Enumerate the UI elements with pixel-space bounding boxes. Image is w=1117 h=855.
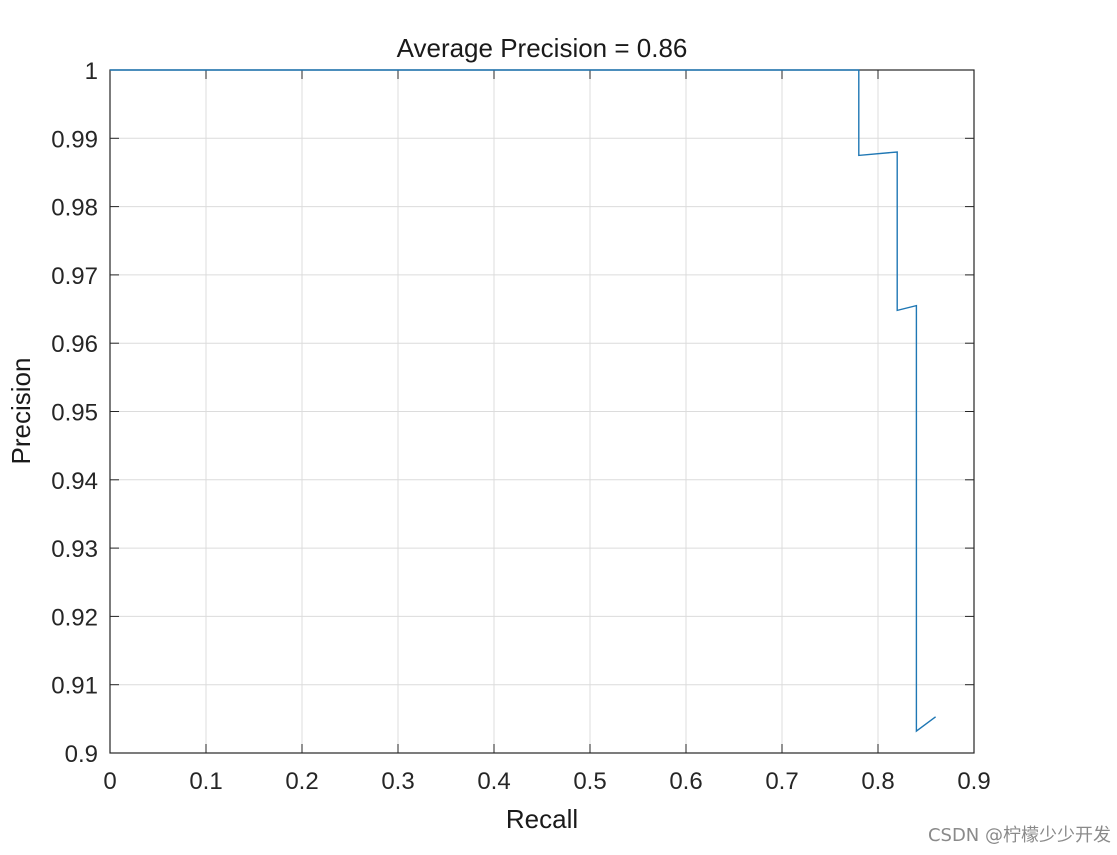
x-tick-label: 0.3 — [381, 768, 414, 795]
x-tick-label: 0.9 — [957, 768, 990, 795]
precision-recall-line — [110, 69, 937, 733]
y-tick-label: 0.96 — [51, 331, 98, 358]
x-tick-label: 0.4 — [477, 768, 510, 795]
y-tick-label: 0.93 — [51, 536, 98, 563]
y-tick-label: 0.94 — [51, 468, 98, 495]
x-tick-label: 0.8 — [861, 768, 894, 795]
y-tick-label: 1 — [85, 58, 98, 85]
watermark-text: CSDN @柠檬少少开发 — [927, 825, 1111, 846]
y-tick-label: 0.98 — [51, 195, 98, 222]
x-tick-label: 0.5 — [573, 768, 606, 795]
y-tick-label: 0.9 — [65, 741, 98, 768]
x-tick-label: 0 — [103, 768, 116, 795]
y-tick-label: 0.97 — [51, 263, 98, 290]
x-tick-label: 0.6 — [669, 768, 702, 795]
x-tick-label: 0.7 — [765, 768, 798, 795]
grid-lines — [109, 69, 975, 754]
y-axis-label: Precision — [6, 358, 36, 465]
y-tick-label: 0.92 — [51, 604, 98, 631]
y-tick-label: 0.99 — [51, 126, 98, 153]
x-tick-label: 0.1 — [189, 768, 222, 795]
series-layer — [110, 69, 937, 733]
y-tick-label: 0.91 — [51, 673, 98, 700]
tick-labels: 0 0.1 0.2 0.3 0.4 0.5 0.6 0.7 0.8 0.9 0.9 0.91 0.92 0… — [51, 58, 990, 795]
x-tick-label: 0.2 — [285, 768, 318, 795]
chart-title: Average Precision = 0.86 — [397, 33, 688, 63]
x-axis-label: Recall — [506, 804, 578, 834]
axis-ticks — [109, 69, 975, 754]
y-tick-label: 0.95 — [51, 400, 98, 427]
